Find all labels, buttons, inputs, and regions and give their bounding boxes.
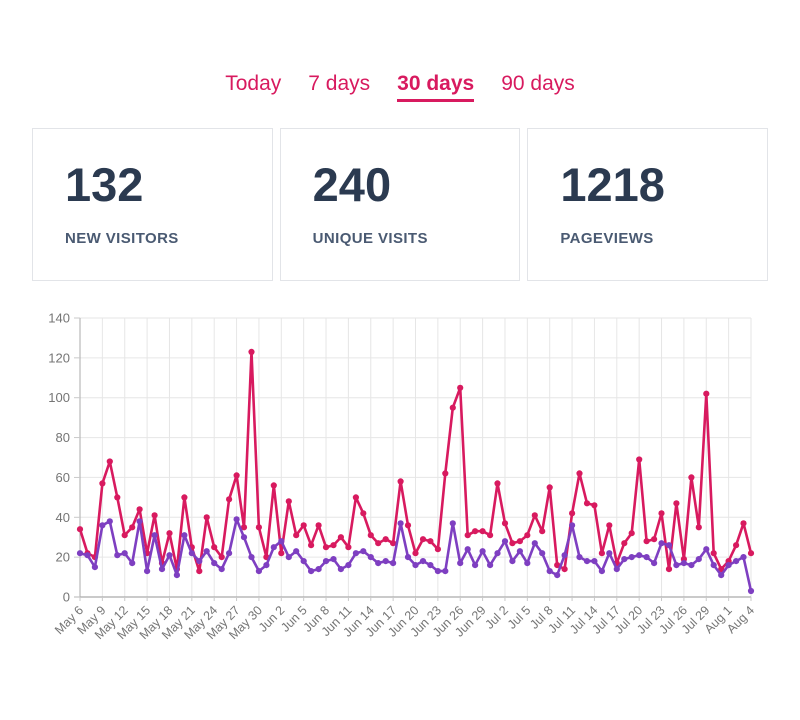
card-unique-visits: 240 UNIQUE VISITS bbox=[279, 128, 521, 281]
card-pageviews: 1218 PAGEVIEWS bbox=[527, 128, 769, 281]
svg-text:0: 0 bbox=[63, 590, 70, 605]
unique-visits-label: UNIQUE VISITS bbox=[312, 230, 428, 248]
tab-90-days[interactable]: 90 days bbox=[501, 72, 575, 95]
svg-text:Jul 5: Jul 5 bbox=[505, 603, 534, 632]
svg-text:100: 100 bbox=[48, 390, 70, 405]
new-visitors-value: 132 bbox=[65, 158, 144, 211]
pageviews-value: 1218 bbox=[560, 158, 665, 211]
series-purple bbox=[76, 516, 755, 595]
chart-y-axis-labels: 0 20 40 60 80 100 120 140 bbox=[48, 311, 70, 605]
tab-7-days[interactable]: 7 days bbox=[308, 72, 371, 95]
svg-text:120: 120 bbox=[48, 350, 70, 365]
new-visitors-label: NEW VISITORS bbox=[65, 230, 179, 248]
card-new-visitors: 132 NEW VISITORS bbox=[32, 128, 273, 281]
unique-visits-value: 240 bbox=[312, 158, 392, 211]
svg-text:60: 60 bbox=[56, 470, 70, 485]
svg-text:40: 40 bbox=[56, 510, 70, 525]
tab-30-days[interactable]: 30 days bbox=[397, 72, 475, 102]
svg-text:80: 80 bbox=[56, 430, 70, 445]
period-tabs: Today 7 days 30 days 90 days bbox=[0, 72, 800, 102]
svg-text:140: 140 bbox=[48, 311, 70, 326]
chart-axes bbox=[74, 317, 752, 601]
tab-today[interactable]: Today bbox=[225, 72, 282, 95]
series-red bbox=[76, 348, 755, 575]
traffic-chart-area[interactable]: 0 20 40 60 80 100 120 140 May 6 May 9 May 12 May 15… bbox=[0, 300, 800, 675]
pageviews-label: PAGEVIEWS bbox=[560, 230, 654, 248]
svg-text:20: 20 bbox=[56, 550, 70, 565]
stats-cards: 132 NEW VISITORS 240 UNIQUE VISITS 1218 … bbox=[32, 128, 769, 281]
svg-text:Jul 2: Jul 2 bbox=[483, 603, 512, 632]
